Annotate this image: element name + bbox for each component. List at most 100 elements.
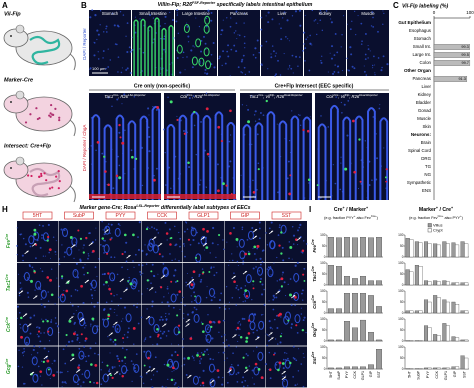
nucleus xyxy=(321,29,324,32)
nucleus xyxy=(79,342,81,344)
villus xyxy=(379,117,389,200)
nucleus xyxy=(269,326,272,329)
labeled-cell xyxy=(229,232,232,235)
labeled-cell xyxy=(169,243,172,246)
bar xyxy=(328,237,334,258)
nucleus xyxy=(337,71,340,74)
image-caption-sup: Flp xyxy=(345,93,349,97)
chart-header: Marker+ / Cre+ xyxy=(419,206,453,213)
nucleus xyxy=(296,261,299,264)
nucleus xyxy=(299,223,302,226)
labeled-cell xyxy=(216,369,220,373)
nucleus xyxy=(147,126,150,129)
nucleus xyxy=(308,69,311,72)
crypt xyxy=(203,47,210,57)
bar xyxy=(451,282,456,286)
bar xyxy=(433,334,438,342)
labeled-cell xyxy=(111,376,114,380)
nucleus xyxy=(349,28,352,31)
nucleus xyxy=(268,340,270,342)
mouse-cell xyxy=(58,180,61,183)
nucleus xyxy=(19,233,21,236)
nucleus xyxy=(153,275,156,278)
labeled-cell xyxy=(244,252,248,256)
arrow-head xyxy=(283,376,286,379)
crypt xyxy=(228,366,235,376)
nucleus xyxy=(116,327,119,330)
nucleus xyxy=(42,224,44,227)
nucleus xyxy=(222,19,224,21)
nucleus xyxy=(100,244,102,246)
image-caption-part: ; Vil xyxy=(338,94,346,99)
x-tick-label: GIP xyxy=(453,370,457,377)
nucleus xyxy=(290,323,294,326)
nucleus xyxy=(119,373,121,375)
nucleus xyxy=(94,289,96,292)
labeled-cell xyxy=(359,180,362,183)
nucleus xyxy=(244,379,247,382)
bar xyxy=(328,265,334,286)
nucleus xyxy=(164,184,167,186)
nucleus xyxy=(164,15,167,18)
nucleus xyxy=(235,304,238,306)
nucleus xyxy=(97,33,100,36)
labeled-cell xyxy=(353,170,357,174)
nucleus xyxy=(343,103,346,106)
nucleus xyxy=(178,231,180,234)
nucleus xyxy=(117,304,120,307)
nucleus xyxy=(237,288,240,291)
labeled-cell xyxy=(47,235,50,239)
labeled-cell xyxy=(301,249,305,253)
nucleus xyxy=(270,274,272,276)
labeled-cell xyxy=(90,363,93,366)
crypt xyxy=(248,313,255,323)
nucleus xyxy=(374,74,376,76)
mouse-cell xyxy=(51,186,54,189)
category-label: Gonad xyxy=(418,108,432,113)
nucleus xyxy=(259,257,262,260)
nucleus xyxy=(374,64,376,66)
nucleus xyxy=(145,337,147,339)
nucleus xyxy=(206,286,208,288)
x-tick-label: 5HT xyxy=(408,370,412,378)
image-caption-part: Cck xyxy=(180,94,188,99)
nucleus xyxy=(207,314,209,316)
villus xyxy=(178,114,188,200)
column-header-box xyxy=(188,211,219,220)
nucleus xyxy=(237,322,239,324)
nucleus xyxy=(24,383,26,385)
mouse-label: Vil-Flp xyxy=(4,11,21,17)
y-tick-label: 0 xyxy=(402,283,404,287)
nucleus xyxy=(297,244,299,246)
arrow-head xyxy=(229,369,232,372)
labeled-cell xyxy=(257,368,261,371)
nucleus xyxy=(97,353,100,356)
nucleus xyxy=(114,343,117,346)
labeled-cell xyxy=(49,278,53,282)
nucleus xyxy=(128,276,130,279)
nucleus xyxy=(156,20,158,22)
bar xyxy=(414,265,419,286)
nucleus xyxy=(371,179,373,182)
nucleus xyxy=(272,50,275,53)
nucleus xyxy=(95,149,97,152)
nucleus xyxy=(164,23,166,25)
nucleus xyxy=(144,338,147,341)
arrow-head xyxy=(20,290,24,293)
arrow-head xyxy=(152,368,156,371)
mouse-tail xyxy=(69,185,76,203)
nucleus xyxy=(50,320,53,323)
nucleus xyxy=(185,373,188,376)
nucleus xyxy=(189,243,192,246)
nucleus xyxy=(207,353,209,356)
nucleus xyxy=(125,241,128,244)
column-header-box xyxy=(64,211,94,220)
value-label: 91.3 xyxy=(458,77,465,81)
bar xyxy=(418,266,423,286)
chart-header-sup: + xyxy=(436,206,438,210)
labeled-cell xyxy=(268,368,272,371)
nucleus xyxy=(126,336,129,339)
nucleus xyxy=(152,374,155,376)
nucleus xyxy=(228,140,231,143)
category-label: Pancreas xyxy=(412,76,431,81)
